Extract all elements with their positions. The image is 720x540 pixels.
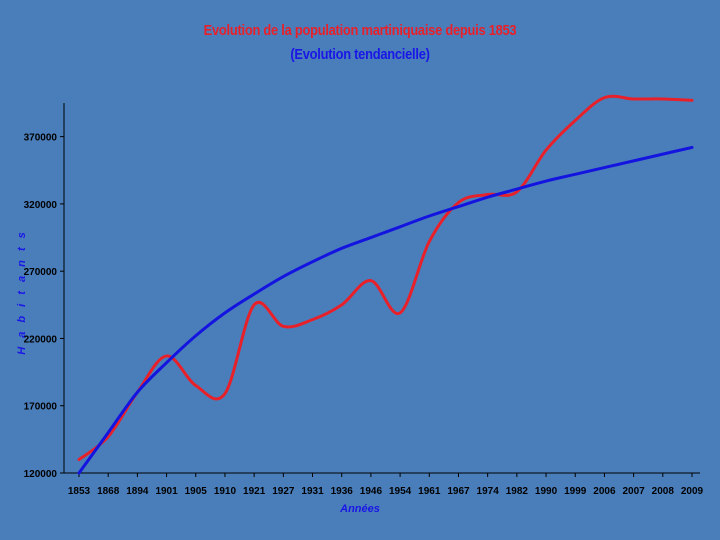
y-tick-label: 270000 [24, 267, 58, 278]
x-axis-label: Années [340, 503, 380, 515]
x-tick-label: 1853 [68, 486, 91, 497]
x-tick-label: 2007 [622, 486, 645, 497]
y-tick-label: 370000 [24, 133, 58, 144]
chart-subtitle: (Evolution tendancielle) [290, 46, 430, 63]
x-tick-label: 2008 [652, 486, 675, 497]
x-tick-label: 1961 [418, 486, 441, 497]
x-tick-label: 1901 [155, 486, 178, 497]
x-tick-label: 1921 [243, 486, 266, 497]
x-tick-label: 1931 [301, 486, 324, 497]
x-tick-label: 1927 [272, 486, 295, 497]
y-tick-label: 120000 [24, 469, 58, 480]
x-tick-label: 1936 [331, 486, 354, 497]
x-tick-label: 1990 [535, 486, 558, 497]
y-tick-label: 220000 [24, 334, 58, 345]
x-tick-label: 1967 [447, 486, 470, 497]
x-tick-label: 1946 [360, 486, 383, 497]
trend-series-line [77, 145, 694, 475]
x-tick-label: 1905 [185, 486, 208, 497]
x-tick-label: 2009 [681, 486, 704, 497]
x-tick-label: 1974 [477, 486, 500, 497]
x-tick-label: 1999 [564, 486, 587, 497]
x-tick-label: 2006 [593, 486, 616, 497]
x-tick-label: 1894 [126, 486, 149, 497]
population-series-line [77, 94, 694, 462]
chart-title: Evolution de la population martiniquaise… [203, 22, 517, 39]
x-tick-label: 1954 [389, 486, 412, 497]
y-tick-label: 170000 [24, 402, 58, 413]
x-tick-label: 1982 [506, 486, 529, 497]
y-tick-label: 320000 [24, 200, 58, 211]
x-tick-label: 1868 [97, 486, 120, 497]
x-tick-label: 1910 [214, 486, 237, 497]
